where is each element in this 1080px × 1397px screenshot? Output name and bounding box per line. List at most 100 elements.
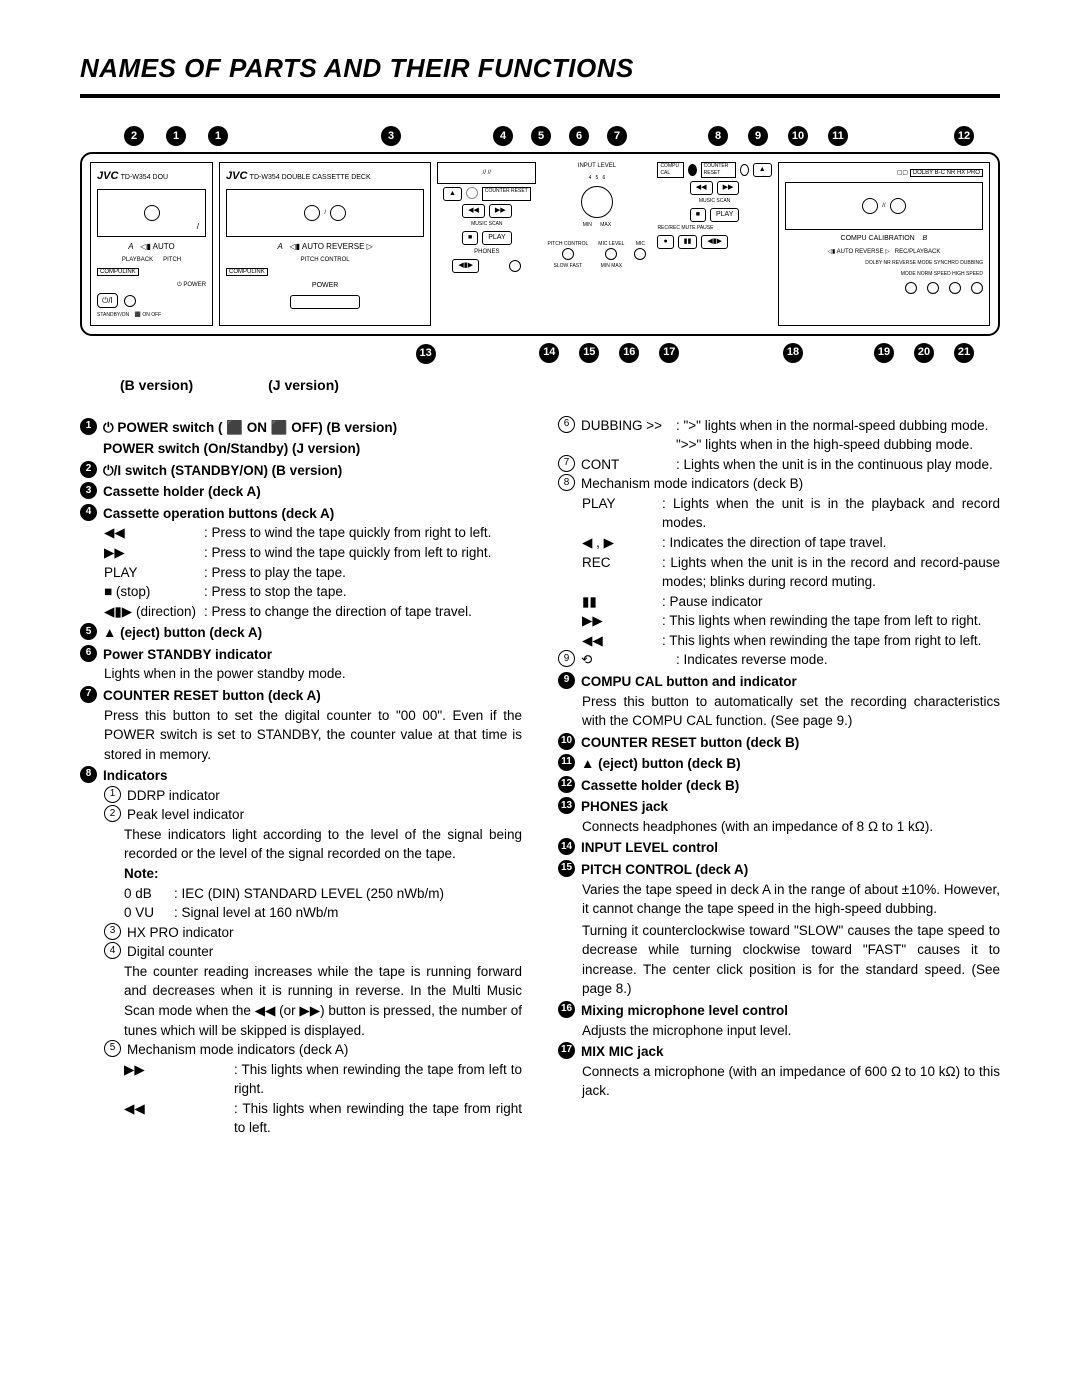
i8-8f: ◀◀: This lights when rewinding the tape … [582, 631, 1000, 651]
i8-8d: ▮▮: Pause indicator [582, 592, 1000, 612]
item-8-5: 5Mechanism mode indicators (deck A) [104, 1040, 522, 1060]
cassette-window-a-bv: / [97, 189, 206, 237]
cassette-deck-diagram: JVC TD-W354 DOU / A ◁▮ AUTO PLAYBACK PIT… [80, 152, 1000, 336]
counter-reset-a: COUNTER RESET [482, 187, 531, 201]
music-scan-b: MUSIC SCAN [657, 198, 771, 205]
i8-0db: 0 dB: IEC (DIN) STANDARD LEVEL (250 nWb/… [124, 884, 522, 904]
compu-calibration: COMPU CALIBRATION [841, 235, 915, 242]
item-16: 16Mixing microphone level control [558, 1001, 1000, 1021]
mic-jack-label: MIC [636, 241, 645, 247]
compu-cal-btn: COMPU CAL [657, 162, 683, 178]
item-8-8: 8Mechanism mode indicators (deck B) [558, 474, 1000, 494]
item-7-body: Press this button to set the digital cou… [104, 706, 522, 765]
c7: 7 [607, 126, 627, 146]
item-8-6: 6DUBBING >>: ">" lights when in the norm… [558, 416, 1000, 436]
item-14: 14INPUT LEVEL control [558, 838, 1000, 858]
playback-label: PLAYBACK [122, 257, 153, 263]
item-4e: ◀▮▶ (direction): Press to change the dir… [104, 602, 522, 622]
item-13-body: Connects headphones (with an impedance o… [582, 817, 1000, 837]
dolby-modes: DOLBY NR REVERSE MODE SYNCHRO DUBBING [785, 260, 983, 267]
c21: 21 [954, 343, 974, 363]
c19: 19 [874, 343, 894, 363]
play-btn-a: PLAY [482, 231, 511, 245]
mic-level: MIC LEVEL [598, 241, 624, 247]
c18: 18 [783, 343, 803, 363]
i8-6b: ">>" lights when in the high-speed dubbi… [676, 435, 1000, 455]
item-9-body: Press this button to automatically set t… [582, 692, 1000, 731]
cassette-window-b: // [785, 182, 983, 230]
slow-fast: SLOW FAST [554, 263, 583, 269]
phones-label: PHONES [437, 248, 536, 256]
compulink-label: COMPULINK [97, 268, 139, 276]
item-12: 12Cassette holder (deck B) [558, 776, 1000, 796]
item-17: 17MIX MIC jack [558, 1042, 1000, 1062]
item-8: 8Indicators [80, 766, 522, 786]
item-11: 11▲ (eject) button (deck B) [558, 754, 1000, 774]
c10: 10 [788, 126, 808, 146]
pitch-label: PITCH [163, 257, 181, 263]
page-title: NAMES OF PARTS AND THEIR FUNCTIONS [80, 50, 1000, 98]
counter-reset-b: COUNTER RESET [701, 162, 736, 178]
power-label-bv: POWER [183, 282, 206, 288]
item-4a: ◀◀: Press to wind the tape quickly from … [104, 523, 522, 543]
cassette-window-a-jv: / [226, 189, 424, 237]
c15: 15 [579, 343, 599, 363]
item-10: 10COUNTER RESET button (deck B) [558, 733, 1000, 753]
c6: 6 [569, 126, 589, 146]
power-jv: POWER [226, 281, 424, 291]
deck-a-j-version: JVC TD-W354 DOUBLE CASSETTE DECK / A ◁▮ … [219, 162, 431, 326]
item-8-2: 2Peak level indicator [104, 805, 522, 825]
deck-a-j: A [278, 242, 283, 251]
callout-1a: 1 [166, 126, 186, 146]
item-8-4: 4Digital counter [104, 942, 522, 962]
c16: 16 [619, 343, 639, 363]
item-4d: ■ (stop): Press to stop the tape. [104, 582, 522, 602]
play-btn-b: PLAY [710, 208, 739, 222]
left-column: 1⏻ POWER switch ( ⬛ ON ⬛ OFF) (B version… [80, 416, 522, 1138]
dolby-label: DOLBY B-C NR HX PRO [910, 169, 983, 177]
item-8-7: 7CONT: Lights when the unit is in the co… [558, 455, 1000, 475]
deck-b-label: B [922, 235, 927, 242]
auto-reverse-b: AUTO REVERSE [837, 249, 884, 255]
item-4b: ▶▶: Press to wind the tape quickly from … [104, 543, 522, 563]
item-4c: PLAY: Press to play the tape. [104, 563, 522, 583]
i8-0vu: 0 VU: Signal level at 160 nWb/m [124, 903, 522, 923]
c11: 11 [828, 126, 848, 146]
deck-a-label: A [128, 242, 133, 251]
item-8-3: 3HX PRO indicator [104, 923, 522, 943]
i8-8e: ▶▶: This lights when rewinding the tape … [582, 611, 1000, 631]
right-column: 6DUBBING >>: ">" lights when in the norm… [558, 416, 1000, 1138]
item-2: 2⏻/I switch (STANDBY/ON) (B version) [80, 461, 522, 481]
item-13: 13PHONES jack [558, 797, 1000, 817]
min-max: MIN MAX [601, 263, 622, 269]
i8-8b: ◀ , ▶: Indicates the direction of tape t… [582, 533, 1000, 553]
callout-2: 2 [124, 126, 144, 146]
item-1: 1⏻ POWER switch ( ⬛ ON ⬛ OFF) (B version… [80, 418, 522, 438]
model-bv: TD-W354 DOU [121, 174, 168, 181]
item-15-body2: Turning it counterclockwise toward "SLOW… [582, 921, 1000, 999]
item-8-2-body: These indicators light according to the … [124, 825, 522, 864]
item-9: 9COMPU CAL button and indicator [558, 672, 1000, 692]
i8-8c: REC: Lights when the unit is in the reco… [582, 553, 1000, 592]
version-j-label: (J version) [268, 376, 339, 396]
brand2: JVC [226, 170, 247, 182]
version-labels: (B version) (J version) [80, 376, 1000, 396]
music-scan-a: MUSIC SCAN [437, 221, 536, 228]
c20: 20 [914, 343, 934, 363]
version-b-label: (B version) [120, 376, 193, 396]
mode-speed: MODE NORM SPEED HIGH SPEED [785, 271, 983, 278]
item-1b: POWER switch (On/Standby) (J version) [103, 439, 522, 459]
item-8-note: Note: [124, 864, 522, 884]
item-4: 4Cassette operation buttons (deck A) [80, 504, 522, 524]
c9: 9 [748, 126, 768, 146]
c14: 14 [539, 343, 559, 363]
c8: 8 [708, 126, 728, 146]
c4: 4 [493, 126, 513, 146]
auto-reverse: AUTO REVERSE [302, 242, 365, 251]
compulink2: COMPULINK [226, 268, 268, 276]
i8-8a: PLAY: Lights when the unit is in the pla… [582, 494, 1000, 533]
c17: 17 [659, 343, 679, 363]
model-jv: TD-W354 DOUBLE CASSETTE DECK [250, 174, 371, 181]
input-level: INPUT LEVEL [578, 162, 616, 170]
center-controls: // // ▲ COUNTER RESET ◀◀▶▶ MUSIC SCAN ■P… [437, 162, 536, 326]
